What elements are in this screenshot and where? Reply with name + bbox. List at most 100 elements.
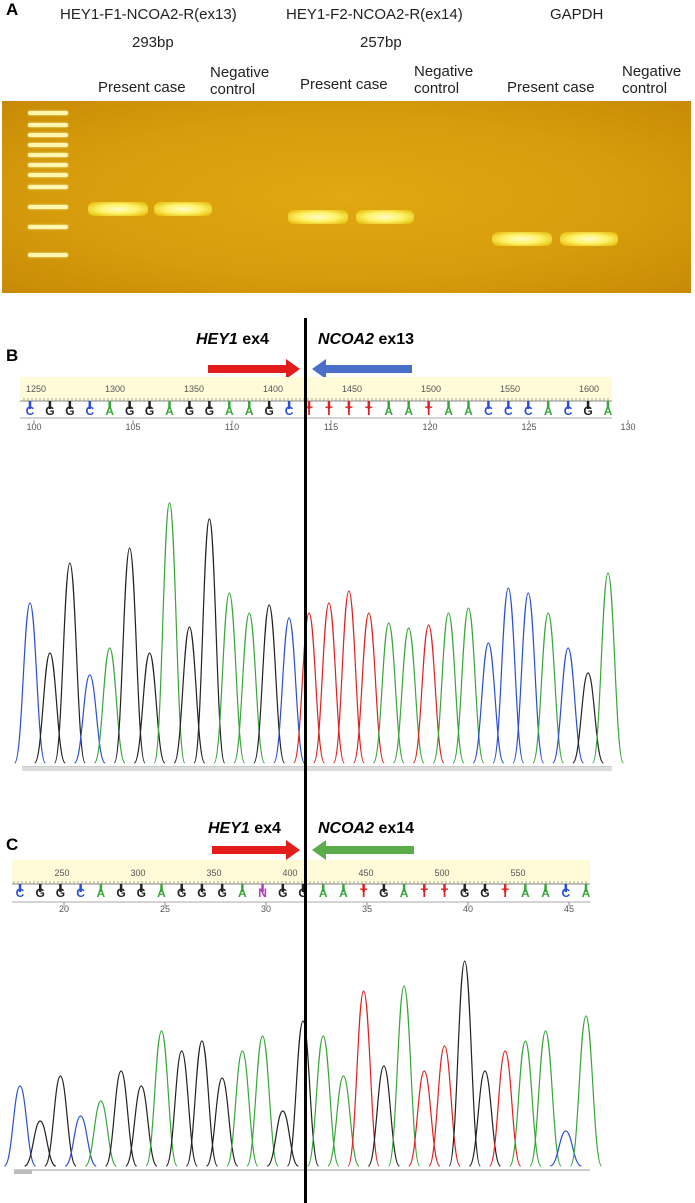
base-call: G xyxy=(36,886,45,900)
top-tick-label: 450 xyxy=(358,868,373,878)
top-tick-label: 1400 xyxy=(263,384,283,394)
trace-peak xyxy=(592,572,624,764)
top-tick-label: 300 xyxy=(130,868,145,878)
base-call: A xyxy=(400,886,409,900)
base-call: G xyxy=(177,886,186,900)
base-call: A xyxy=(541,886,550,900)
base-call: G xyxy=(583,404,592,418)
trace-peak xyxy=(113,547,146,764)
primer2-label: HEY1-F2-NCOA2-R(ex14) xyxy=(286,6,463,23)
panel-c-right-annotation: NCOA2 ex14 xyxy=(318,820,415,837)
bottom-tick-label: 115 xyxy=(324,422,338,432)
base-call: G xyxy=(185,404,194,418)
base-call: C xyxy=(564,404,573,418)
trace-peak xyxy=(532,612,565,764)
top-tick-label: 400 xyxy=(282,868,297,878)
base-call: T xyxy=(421,886,429,900)
size1-label: 293bp xyxy=(132,34,174,51)
base-call: A xyxy=(245,404,254,418)
trace-peak xyxy=(3,1085,37,1167)
lane2-negative-label: Negative control xyxy=(414,63,474,97)
trace-peak xyxy=(104,1070,138,1167)
trace-peak xyxy=(273,617,306,764)
base-call: C xyxy=(85,404,94,418)
base-call: A xyxy=(521,886,530,900)
trace-peak xyxy=(347,990,380,1167)
band-lane3a xyxy=(492,232,552,246)
base-call: G xyxy=(125,404,134,418)
band-lane3b xyxy=(560,232,618,246)
panel-c-left-annotation: HEY1 ex4 xyxy=(208,820,281,837)
base-call: G xyxy=(116,886,125,900)
bottom-tick-label: 110 xyxy=(225,422,239,432)
trace-peak xyxy=(153,502,186,764)
base-call: G xyxy=(217,886,226,900)
trace-peak xyxy=(253,604,286,764)
top-tick-label: 1600 xyxy=(579,384,599,394)
trace-peak xyxy=(173,626,206,764)
panel-c-right-arrow xyxy=(312,840,414,860)
trace-peak xyxy=(552,647,585,764)
trace-peak xyxy=(452,607,485,764)
base-call: A xyxy=(238,886,247,900)
trace-peak xyxy=(14,602,46,764)
base-call: T xyxy=(360,886,368,900)
base-call: T xyxy=(345,404,353,418)
trace-peak xyxy=(84,1100,117,1167)
trace-peak xyxy=(492,587,525,764)
base-call: A xyxy=(444,404,453,418)
trace-peak xyxy=(372,622,405,764)
lane1-negative-label: Negative control xyxy=(210,64,270,98)
gel-image xyxy=(2,101,691,293)
top-tick-label: 1250 xyxy=(26,384,46,394)
primer1-label: HEY1-F1-NCOA2-R(ex13) xyxy=(60,6,237,23)
base-call: A xyxy=(464,404,473,418)
trace-peak xyxy=(133,652,166,764)
trace-peak xyxy=(193,518,226,764)
trace-peak xyxy=(226,1050,259,1167)
panel-b-left-arrow xyxy=(208,359,300,379)
bottom-tick-label: 30 xyxy=(261,904,271,914)
trace-peak xyxy=(472,642,505,764)
base-call: G xyxy=(265,404,274,418)
bottom-tick-label: 105 xyxy=(125,422,140,432)
base-call: G xyxy=(298,886,307,900)
panel-b-label: B xyxy=(6,346,19,365)
base-call: G xyxy=(56,886,65,900)
base-call: C xyxy=(524,404,533,418)
size2-label: 257bp xyxy=(360,34,402,51)
top-tick-label: 550 xyxy=(510,868,525,878)
base-call: G xyxy=(197,886,206,900)
trace-peak xyxy=(307,1035,340,1167)
bottom-tick-label: 45 xyxy=(564,904,574,914)
bottom-tick-label: 20 xyxy=(59,904,69,914)
trace-peak xyxy=(569,1015,603,1167)
base-call: C xyxy=(561,886,570,900)
base-call: T xyxy=(305,404,313,418)
trace-peak xyxy=(367,1065,400,1167)
bottom-tick-label: 35 xyxy=(362,904,372,914)
base-call: A xyxy=(97,886,106,900)
panel-a-label: A xyxy=(6,0,19,19)
primer3-label: GAPDH xyxy=(550,6,604,23)
base-call: G xyxy=(205,404,214,418)
base-call: G xyxy=(145,404,154,418)
trace-peak xyxy=(213,592,246,764)
lane2-present-label: Present case xyxy=(300,76,388,93)
trace-peak xyxy=(572,672,604,764)
bottom-tick-label: 25 xyxy=(160,904,170,914)
base-call: G xyxy=(45,404,54,418)
base-call: A xyxy=(384,404,393,418)
base-call: C xyxy=(504,404,513,418)
trace-peak xyxy=(332,590,365,764)
base-call: C xyxy=(76,886,85,900)
base-call: T xyxy=(501,886,509,900)
base-call: A xyxy=(105,404,114,418)
base-call: G xyxy=(460,886,469,900)
trace-peak xyxy=(489,1050,522,1167)
top-tick-label: 1450 xyxy=(342,384,362,394)
panel-b-right-annotation: NCOA2 ex13 xyxy=(318,331,415,348)
base-call: G xyxy=(65,404,74,418)
bottom-tick-label: 130 xyxy=(620,422,635,432)
trace-peak xyxy=(352,612,385,764)
